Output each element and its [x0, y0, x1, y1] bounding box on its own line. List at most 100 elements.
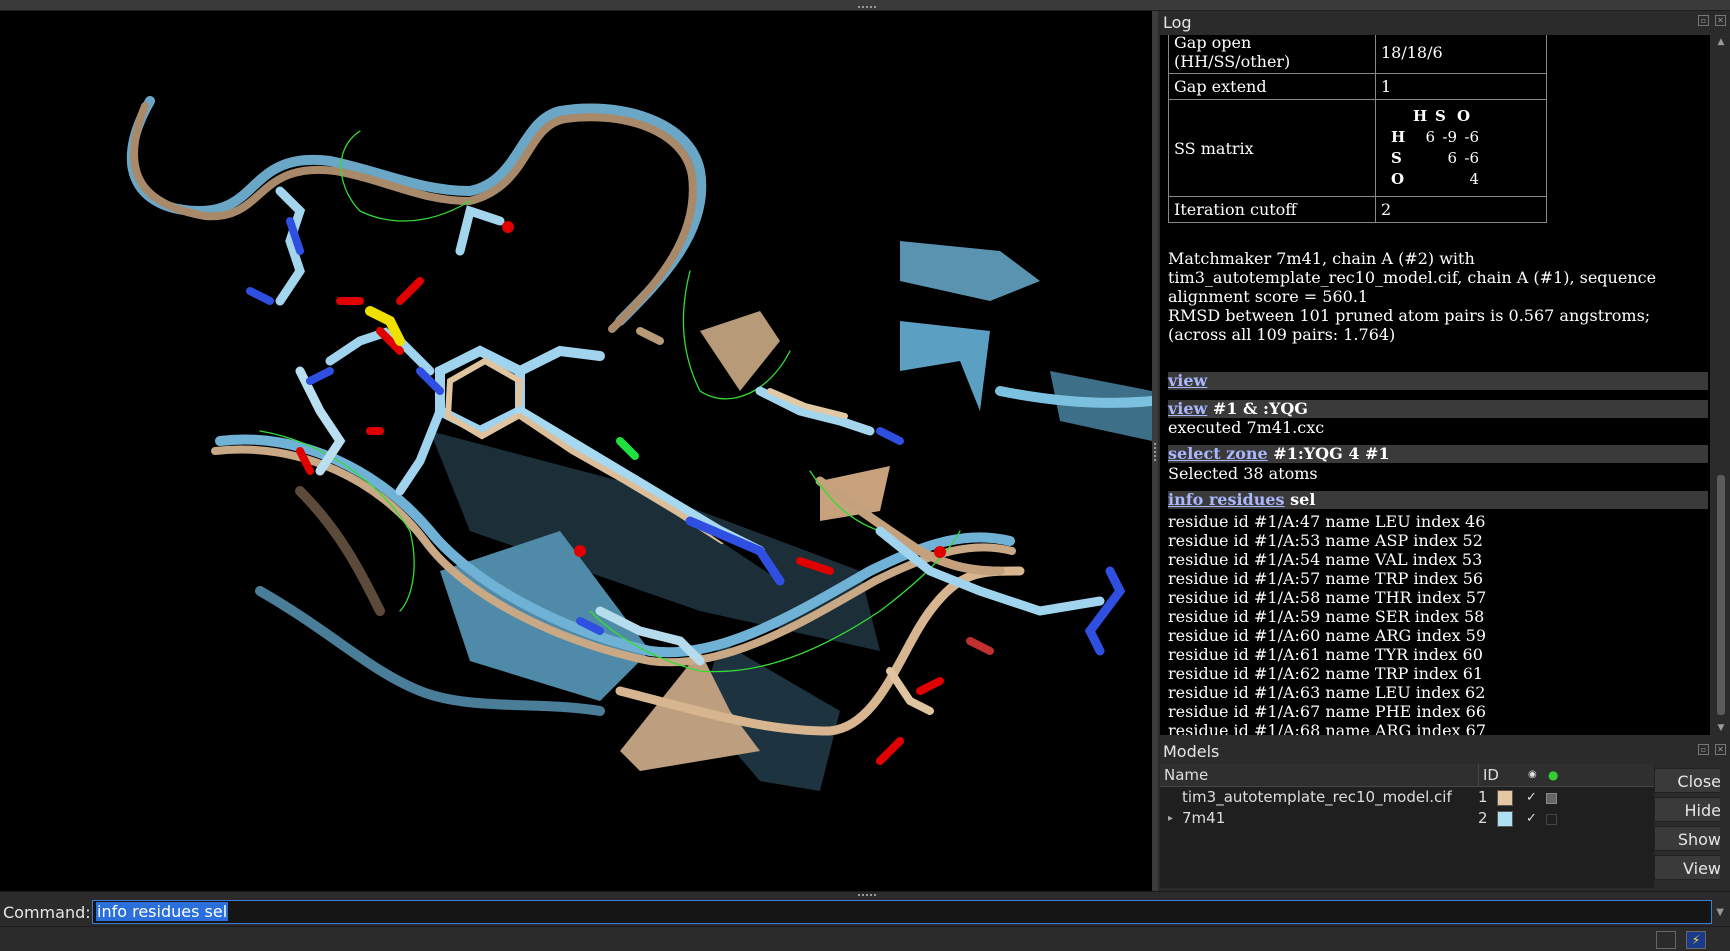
model-color-swatch[interactable] — [1497, 811, 1513, 827]
selection-outline — [589, 530, 961, 673]
undock-icon[interactable]: ▫ — [1698, 15, 1709, 26]
column-header-name[interactable]: Name — [1164, 766, 1209, 784]
list-item: residue id #1/A:68 name ARG index 67 — [1168, 721, 1486, 735]
beta-sheet-blue — [900, 241, 1040, 301]
column-header-id[interactable]: ID — [1478, 764, 1499, 786]
ss-matrix-value: 6 — [1425, 128, 1435, 146]
ribbon-dark — [295, 486, 385, 616]
hide-button[interactable]: Hide — [1654, 797, 1728, 822]
table-row[interactable]: ▸ 7m41 2 ✓ — [1160, 808, 1654, 829]
command-link[interactable]: view — [1168, 371, 1208, 390]
list-item: residue id #1/A:60 name ARG index 59 — [1168, 626, 1486, 645]
close-icon[interactable]: ✕ — [1715, 15, 1726, 26]
command-input[interactable]: info residues sel — [92, 900, 1712, 924]
toolbar-grip[interactable] — [858, 6, 876, 11]
ss-matrix-header: S — [1435, 107, 1446, 125]
layout-icon[interactable] — [1656, 931, 1676, 949]
scroll-up-icon[interactable]: ▲ — [1717, 37, 1725, 47]
model-name[interactable]: tim3_autotemplate_rec10_model.cif — [1182, 788, 1452, 806]
oxygen-stick — [796, 557, 834, 575]
command-line-bar: Command: info residues sel ▼ — [0, 891, 1730, 926]
rmsd-message: RMSD between 101 pruned atom pairs is 0.… — [1168, 306, 1651, 325]
param-key: SS matrix — [1168, 99, 1376, 197]
ss-matrix-value — [1435, 169, 1457, 190]
models-table: Name ID ◉ ● tim3_autotemplate_rec10_mode… — [1160, 764, 1654, 888]
arrow-tan — [820, 466, 890, 521]
vertical-splitter[interactable] — [1152, 11, 1158, 891]
expand-arrow-icon[interactable]: ▸ — [1168, 813, 1174, 824]
command-link[interactable]: info residues — [1168, 490, 1285, 509]
model-name[interactable]: 7m41 — [1182, 809, 1226, 827]
ligand-stick-blue — [325, 325, 435, 376]
log-scrollbar[interactable]: ▲ ▼ — [1712, 35, 1730, 735]
sulfur-stick — [365, 306, 405, 346]
selection-outline — [340, 130, 471, 222]
water-oxygen — [934, 546, 946, 558]
list-item: residue id #1/A:57 name TRP index 56 — [1168, 569, 1484, 588]
graphics-viewport[interactable] — [0, 11, 1152, 891]
list-item: residue id #1/A:58 name THR index 57 — [1168, 588, 1487, 607]
list-item: residue id #1/A:47 name LEU index 46 — [1168, 512, 1486, 531]
log-panel: Log ▫ ✕ Gap open (HH/SS/other) 18/18/6 Ga… — [1158, 11, 1730, 736]
command-grip[interactable] — [858, 894, 876, 896]
close-icon[interactable]: ✕ — [1715, 744, 1726, 755]
log-title-text: Log — [1163, 13, 1192, 32]
model-color-swatch[interactable] — [1497, 790, 1513, 806]
table-row: Iteration cutoff 2 — [1168, 196, 1547, 223]
beta-sheet-dark — [430, 431, 880, 651]
oxygen-stick — [296, 447, 314, 475]
view-button[interactable]: View — [1654, 855, 1728, 880]
undock-icon[interactable]: ▫ — [1698, 744, 1709, 755]
model-select-checkbox[interactable] — [1546, 793, 1557, 804]
models-title: Models ▫ ✕ — [1158, 740, 1730, 764]
nitrogen-stick — [1084, 566, 1126, 656]
residue-stick — [595, 606, 705, 666]
param-value: 1 — [1375, 73, 1547, 100]
oxygen-stick — [966, 637, 994, 655]
model-shown-checkbox[interactable]: ✓ — [1526, 811, 1537, 826]
shown-column-icon[interactable]: ◉ — [1528, 769, 1537, 780]
param-key: Gap open (HH/SS/other) — [1168, 35, 1376, 74]
water-oxygen — [502, 221, 514, 233]
command-label: Command: — [3, 903, 91, 922]
log-command: info residues sel — [1168, 491, 1708, 509]
list-item: residue id #1/A:53 name ASP index 52 — [1168, 531, 1483, 550]
ss-matrix: H S O H 6 -9 -6 S 6 -6 O 4 — [1391, 106, 1541, 190]
residue-stick — [755, 386, 875, 436]
model-shown-checkbox[interactable]: ✓ — [1526, 790, 1537, 805]
model-select-checkbox[interactable] — [1546, 814, 1557, 825]
show-button[interactable]: Show — [1654, 826, 1728, 851]
close-button[interactable]: Close — [1654, 768, 1728, 793]
param-value: 18/18/6 — [1375, 35, 1547, 74]
log-output: executed 7m41.cxc — [1168, 418, 1325, 437]
nitrogen-stick — [306, 367, 334, 385]
top-toolbar-strip — [0, 0, 1730, 11]
select-column-icon[interactable]: ● — [1548, 768, 1559, 782]
log-content[interactable]: Gap open (HH/SS/other) 18/18/6 Gap exten… — [1160, 35, 1710, 735]
command-link[interactable]: select zone — [1168, 444, 1268, 463]
oxygen-stick — [376, 327, 404, 355]
scroll-down-icon[interactable]: ▼ — [1717, 723, 1725, 733]
water-oxygen — [574, 545, 586, 557]
selection-outline — [682, 270, 791, 400]
ss-matrix-value: -9 — [1442, 128, 1457, 146]
chevron-down-icon[interactable]: ▼ — [1716, 907, 1724, 918]
ss-matrix-value: -6 — [1464, 149, 1479, 167]
command-link[interactable]: view — [1168, 399, 1208, 418]
models-scrollbar[interactable] — [1720, 764, 1730, 888]
log-command: view — [1168, 372, 1708, 390]
scroll-thumb[interactable] — [1717, 475, 1725, 715]
oxygen-stick — [916, 677, 944, 695]
nitrogen-stick — [685, 516, 785, 586]
ribbon-tan — [130, 102, 697, 333]
ss-matrix-row-label: S — [1391, 149, 1402, 167]
ribbon-tan — [815, 476, 1005, 576]
residue-list: residue id #1/A:47 name LEU index 46 res… — [1168, 512, 1486, 735]
lightning-icon[interactable]: ⚡ — [1686, 931, 1706, 949]
table-row[interactable]: tim3_autotemplate_rec10_model.cif 1 ✓ — [1160, 787, 1654, 808]
table-row: SS matrix H S O H 6 -9 -6 S 6 -6 — [1168, 99, 1547, 197]
log-output: Selected 38 atoms — [1168, 464, 1318, 483]
nitrogen-stick — [416, 367, 444, 395]
status-bar: ⚡ — [0, 926, 1730, 951]
ss-matrix-cell: H S O H 6 -9 -6 S 6 -6 O 4 — [1375, 99, 1547, 197]
